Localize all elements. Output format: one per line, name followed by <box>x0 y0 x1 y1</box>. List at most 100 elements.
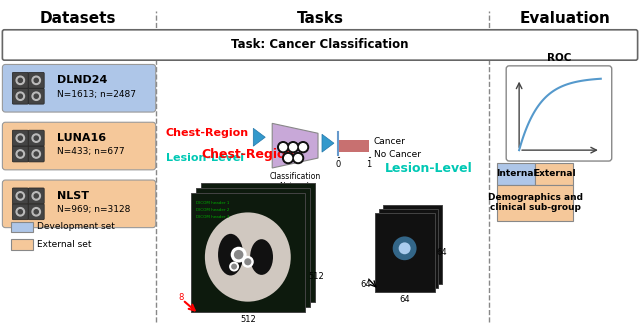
Circle shape <box>34 78 38 82</box>
FancyBboxPatch shape <box>28 88 44 104</box>
Circle shape <box>32 76 40 85</box>
FancyBboxPatch shape <box>12 188 28 204</box>
Text: 8: 8 <box>178 293 183 302</box>
Ellipse shape <box>250 239 273 275</box>
Text: DICOM header 1: DICOM header 1 <box>196 201 229 205</box>
Circle shape <box>244 258 252 265</box>
FancyBboxPatch shape <box>12 239 33 250</box>
Circle shape <box>16 192 24 200</box>
Bar <box>497 185 573 220</box>
Text: 64: 64 <box>436 248 447 257</box>
Circle shape <box>278 142 289 153</box>
Polygon shape <box>253 128 265 146</box>
Text: DICOM header 3: DICOM header 3 <box>196 214 229 218</box>
Text: DLND24: DLND24 <box>57 75 108 85</box>
Circle shape <box>16 134 24 142</box>
Text: Demographics and
clinical sub-group: Demographics and clinical sub-group <box>488 193 582 212</box>
Circle shape <box>285 155 292 162</box>
Text: DICOM header 2: DICOM header 2 <box>196 208 229 212</box>
Text: Task: Cancer Classification: Task: Cancer Classification <box>231 39 409 52</box>
Circle shape <box>16 207 24 216</box>
Text: 64: 64 <box>360 279 371 288</box>
Text: 512: 512 <box>308 272 324 281</box>
Circle shape <box>34 152 38 156</box>
Text: External set: External set <box>37 240 92 249</box>
FancyBboxPatch shape <box>28 146 44 162</box>
Text: Cancer: Cancer <box>374 137 406 146</box>
Circle shape <box>231 264 237 269</box>
Text: Evaluation: Evaluation <box>520 11 611 26</box>
Bar <box>383 205 442 284</box>
Circle shape <box>34 194 38 198</box>
Circle shape <box>18 136 22 140</box>
Circle shape <box>234 250 243 259</box>
FancyBboxPatch shape <box>506 66 612 161</box>
Circle shape <box>294 155 301 162</box>
Ellipse shape <box>205 212 291 302</box>
Circle shape <box>32 150 40 158</box>
FancyBboxPatch shape <box>12 72 28 88</box>
Circle shape <box>34 210 38 214</box>
FancyBboxPatch shape <box>12 130 28 146</box>
Text: Tasks: Tasks <box>296 11 344 26</box>
Text: External: External <box>532 169 575 178</box>
Circle shape <box>229 262 239 271</box>
Text: No Cancer: No Cancer <box>374 150 420 159</box>
Text: Chest-Region: Chest-Region <box>202 148 295 161</box>
Circle shape <box>287 142 299 153</box>
Circle shape <box>290 144 296 151</box>
Text: LUNA16: LUNA16 <box>57 133 106 143</box>
Circle shape <box>32 134 40 142</box>
FancyBboxPatch shape <box>3 65 156 112</box>
Text: N=969; n=3128: N=969; n=3128 <box>57 205 131 214</box>
Text: N=1613; n=2487: N=1613; n=2487 <box>57 90 136 99</box>
Circle shape <box>16 92 24 100</box>
Circle shape <box>32 192 40 200</box>
Bar <box>379 209 438 288</box>
Text: Classification
Network: Classification Network <box>269 172 321 191</box>
Text: ROC: ROC <box>547 53 571 63</box>
FancyBboxPatch shape <box>28 130 44 146</box>
Circle shape <box>18 194 22 198</box>
FancyBboxPatch shape <box>3 122 156 170</box>
Text: Internal: Internal <box>496 169 536 178</box>
Circle shape <box>16 76 24 85</box>
Circle shape <box>292 153 303 164</box>
Bar <box>339 140 369 152</box>
Circle shape <box>393 236 417 260</box>
Text: Lesion-Level: Lesion-Level <box>166 153 244 163</box>
FancyBboxPatch shape <box>28 204 44 220</box>
Circle shape <box>34 136 38 140</box>
Text: 64: 64 <box>399 295 410 304</box>
Bar <box>191 193 305 312</box>
Bar <box>535 163 573 185</box>
FancyBboxPatch shape <box>3 180 156 228</box>
FancyBboxPatch shape <box>3 30 637 60</box>
Circle shape <box>18 94 22 98</box>
Circle shape <box>18 210 22 214</box>
FancyBboxPatch shape <box>28 72 44 88</box>
Circle shape <box>280 144 287 151</box>
FancyBboxPatch shape <box>12 146 28 162</box>
Circle shape <box>242 256 254 268</box>
Text: NLST: NLST <box>57 191 89 201</box>
Bar <box>200 183 315 302</box>
Ellipse shape <box>218 234 243 275</box>
FancyBboxPatch shape <box>12 204 28 220</box>
Circle shape <box>18 78 22 82</box>
Circle shape <box>399 242 411 254</box>
Circle shape <box>32 92 40 100</box>
FancyBboxPatch shape <box>12 88 28 104</box>
Text: Chest-Region: Chest-Region <box>166 128 249 138</box>
Circle shape <box>34 94 38 98</box>
Circle shape <box>32 207 40 216</box>
Bar <box>375 212 435 292</box>
Circle shape <box>230 247 246 263</box>
Circle shape <box>283 153 294 164</box>
Text: Lesion-Level: Lesion-Level <box>385 162 472 175</box>
Bar <box>497 163 535 185</box>
Circle shape <box>300 144 307 151</box>
FancyBboxPatch shape <box>28 188 44 204</box>
Circle shape <box>298 142 308 153</box>
Text: Datasets: Datasets <box>40 11 116 26</box>
